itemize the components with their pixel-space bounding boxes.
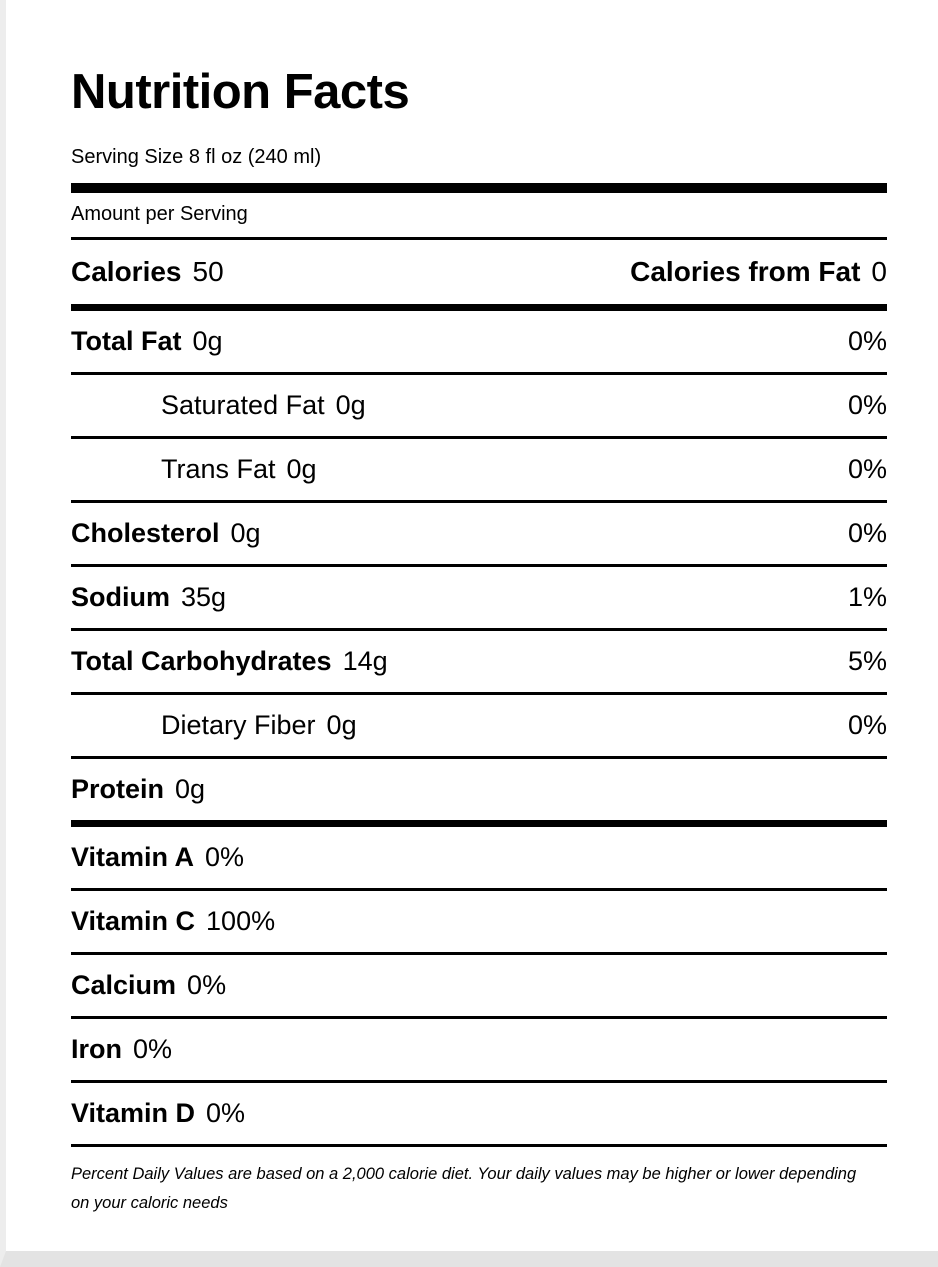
calories-from-fat-value: 0 — [871, 255, 887, 287]
nutrient-label: Total Carbohydrates — [71, 645, 332, 676]
nutrient-row-dietary-fiber: Dietary Fiber 0g 0% — [71, 695, 887, 759]
nutrient-row-sodium: Sodium 35g 1% — [71, 567, 887, 631]
vitamin-value: 0% — [205, 841, 245, 872]
nutrient-amount: 0g — [286, 453, 317, 484]
nutrient-amount: 0g — [175, 773, 206, 804]
nutrient-daily-value: 0% — [847, 517, 887, 548]
vitamin-label: Calcium — [71, 969, 177, 1000]
nutrient-row-total-fat: Total Fat 0g 0% — [71, 311, 887, 375]
nutrient-label: Trans Fat — [161, 453, 276, 484]
nutrient-daily-value: 0% — [847, 453, 887, 484]
label-content: Nutrition Facts Serving Size 8 fl oz (24… — [71, 0, 887, 1218]
nutrient-label: Sodium — [71, 581, 170, 612]
nutrient-row-trans-fat: Trans Fat 0g 0% — [71, 439, 887, 503]
nutrient-amount: 0g — [230, 517, 261, 548]
nutrient-label: Dietary Fiber — [161, 709, 316, 740]
nutrient-label: Cholesterol — [71, 517, 220, 548]
nutrient-label: Protein — [71, 773, 165, 804]
nutrient-daily-value: 0% — [847, 389, 887, 420]
vitamin-value: 100% — [206, 905, 276, 936]
daily-values-footnote: Percent Daily Values are based on a 2,00… — [71, 1164, 857, 1212]
nutrient-row-total-carbohydrates: Total Carbohydrates 14g 5% — [71, 631, 887, 695]
amount-per-serving-label: Amount per Serving — [71, 203, 248, 226]
nutrient-label: Total Fat — [71, 325, 182, 356]
calories-from-fat-label: Calories from Fat — [630, 255, 861, 287]
vitamin-label: Iron — [71, 1033, 122, 1064]
nutrient-amount: 14g — [342, 645, 388, 676]
vitamin-value: 0% — [187, 969, 227, 1000]
amount-per-serving-row: Amount per Serving — [71, 193, 887, 240]
divider-medium-protein — [71, 819, 887, 827]
nutrient-daily-value: 0% — [847, 325, 887, 356]
vitamin-label: Vitamin D — [71, 1097, 196, 1128]
nutrient-amount: 0g — [326, 709, 357, 740]
calories-row: Calories 50 Calories from Fat 0 — [71, 240, 887, 304]
nutrient-daily-value: 5% — [847, 645, 887, 676]
nutrient-daily-value: 0% — [847, 709, 887, 740]
nutrient-amount: 35g — [181, 581, 227, 612]
nutrient-daily-value: 1% — [847, 581, 887, 612]
calories-from-fat-group: Calories from Fat 0 — [630, 256, 887, 288]
nutrient-label: Saturated Fat — [161, 389, 325, 420]
vitamin-label: Vitamin C — [71, 905, 196, 936]
nutrient-row-protein: Protein 0g — [71, 759, 887, 820]
vitamin-row-vitamin-c: Vitamin C 100% — [71, 891, 887, 955]
divider-medium-calories — [71, 303, 887, 311]
vitamin-value: 0% — [206, 1097, 246, 1128]
nutrient-row-cholesterol: Cholesterol 0g 0% — [71, 503, 887, 567]
vitamin-label: Vitamin A — [71, 841, 195, 872]
divider-thick-top — [71, 182, 887, 193]
vitamin-row-calcium: Calcium 0% — [71, 955, 887, 1019]
vitamin-row-vitamin-d: Vitamin D 0% — [71, 1083, 887, 1147]
nutrient-row-saturated-fat: Saturated Fat 0g 0% — [71, 375, 887, 439]
nutrient-amount: 0g — [192, 325, 223, 356]
vitamin-row-iron: Iron 0% — [71, 1019, 887, 1083]
vitamin-row-vitamin-a: Vitamin A 0% — [71, 827, 887, 891]
nutrient-amount: 0g — [335, 389, 366, 420]
vitamin-value: 0% — [133, 1033, 173, 1064]
calories-label: Calories — [71, 255, 182, 287]
serving-size-text: Serving Size 8 fl oz (240 ml) — [71, 145, 322, 168]
page-title: Nutrition Facts — [71, 65, 410, 119]
calories-group: Calories 50 — [71, 256, 224, 288]
calories-value: 50 — [192, 255, 224, 287]
